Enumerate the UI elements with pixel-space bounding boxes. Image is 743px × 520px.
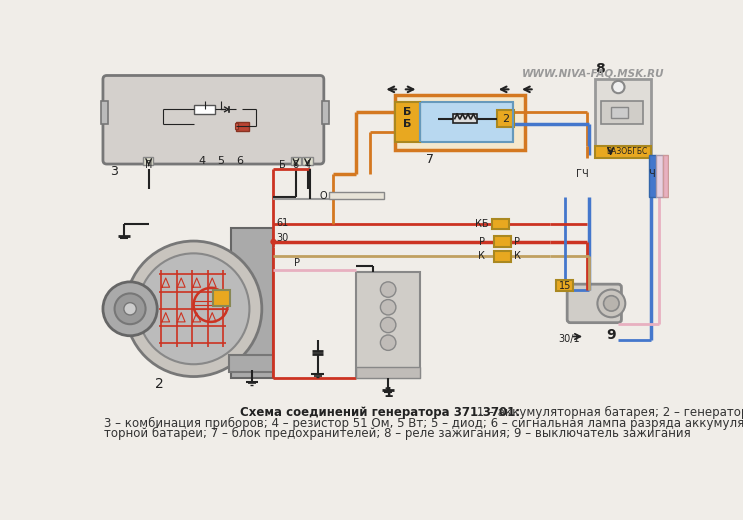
FancyBboxPatch shape (567, 284, 621, 322)
Circle shape (103, 282, 158, 336)
Circle shape (124, 303, 136, 315)
Bar (395, 95, 525, 150)
Bar (231, 278, 253, 324)
Text: Р: Р (294, 258, 300, 268)
Text: 3: 3 (110, 165, 118, 178)
Circle shape (380, 317, 396, 333)
Bar (453, 114, 476, 123)
Text: Б: Б (279, 160, 286, 170)
Circle shape (380, 282, 396, 297)
Text: ГЧ: ГЧ (576, 168, 589, 179)
Text: 5: 5 (217, 155, 224, 165)
Text: Схема соединений генератора 371.3701:: Схема соединений генератора 371.3701: (240, 406, 520, 419)
Bar (236, 122, 249, 131)
Text: торной батареи; 7 – блок предохранителей; 8 – реле зажигания; 9 – выключатель за: торной батареи; 7 – блок предохранителей… (105, 427, 691, 440)
Bar (557, 280, 574, 291)
Text: 30/1: 30/1 (558, 334, 580, 344)
Circle shape (380, 300, 396, 315)
Text: Ч: Ч (649, 168, 655, 179)
Bar (357, 367, 420, 378)
Text: 3 – комбинация приборов; 4 – резистор 51 Ом, 5 Вт; 5 – диод; 6 – сигнальная ламп: 3 – комбинация приборов; 4 – резистор 51… (105, 417, 743, 430)
Text: 2: 2 (155, 376, 163, 391)
Text: 6: 6 (236, 155, 244, 165)
Circle shape (612, 81, 625, 93)
Bar (100, 101, 108, 124)
Bar (595, 146, 651, 158)
Circle shape (597, 290, 626, 317)
Bar (494, 251, 511, 262)
Bar (229, 355, 273, 372)
Bar (663, 155, 668, 197)
Bar (611, 107, 628, 118)
Bar (143, 157, 152, 165)
Text: 2: 2 (502, 113, 510, 124)
Bar (291, 157, 302, 165)
Bar (213, 290, 230, 306)
Text: К: К (478, 252, 485, 262)
Text: 9: 9 (606, 328, 615, 342)
Text: 15: 15 (559, 281, 571, 291)
Text: 6: 6 (293, 160, 299, 170)
Bar (497, 110, 514, 127)
Bar (656, 155, 663, 197)
Text: 30: 30 (276, 233, 289, 243)
Text: П: П (145, 160, 152, 170)
Circle shape (603, 296, 619, 311)
Text: КБ: КБ (475, 219, 488, 229)
Bar (235, 123, 238, 129)
Text: Р: Р (513, 237, 519, 247)
Bar (649, 155, 655, 197)
Text: Б: Б (403, 119, 412, 129)
Text: Б: Б (403, 108, 412, 118)
Text: О: О (319, 191, 327, 201)
Text: 61: 61 (276, 217, 289, 228)
Text: 1: 1 (383, 386, 393, 400)
Bar (329, 192, 383, 200)
Circle shape (270, 239, 276, 245)
Bar (395, 102, 420, 142)
Bar (492, 219, 509, 229)
Bar (194, 105, 215, 114)
Text: 4: 4 (305, 160, 311, 170)
Bar (231, 228, 273, 378)
Circle shape (380, 335, 396, 350)
Text: ВАЗОБГБС: ВАЗОБГБС (606, 147, 647, 156)
Bar (302, 157, 313, 165)
Text: 4: 4 (198, 155, 206, 165)
Text: Р: Р (479, 237, 485, 247)
FancyBboxPatch shape (103, 75, 324, 164)
Bar (420, 102, 513, 142)
Text: 7: 7 (426, 153, 434, 166)
Bar (322, 101, 329, 124)
Bar (595, 80, 651, 155)
Circle shape (137, 253, 250, 364)
Bar (600, 101, 643, 124)
Text: WWW.NIVA-FAQ.MSK.RU: WWW.NIVA-FAQ.MSK.RU (522, 69, 665, 79)
Circle shape (114, 293, 146, 324)
Bar (357, 272, 420, 378)
Bar (494, 237, 511, 247)
Text: К: К (513, 252, 521, 262)
Text: 1 – аккумуляторная батарея; 2 – генератор;: 1 – аккумуляторная батарея; 2 – генерато… (473, 406, 743, 419)
Text: 8: 8 (595, 62, 605, 76)
Circle shape (126, 241, 262, 376)
